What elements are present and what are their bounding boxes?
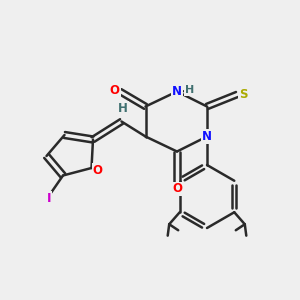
Text: H: H — [185, 85, 194, 95]
Text: O: O — [92, 164, 103, 177]
Text: I: I — [47, 191, 51, 205]
Text: S: S — [239, 88, 247, 101]
Text: N: N — [172, 85, 182, 98]
Text: O: O — [172, 182, 182, 196]
Text: H: H — [118, 102, 128, 116]
Text: O: O — [110, 83, 120, 97]
Text: N: N — [202, 130, 212, 143]
